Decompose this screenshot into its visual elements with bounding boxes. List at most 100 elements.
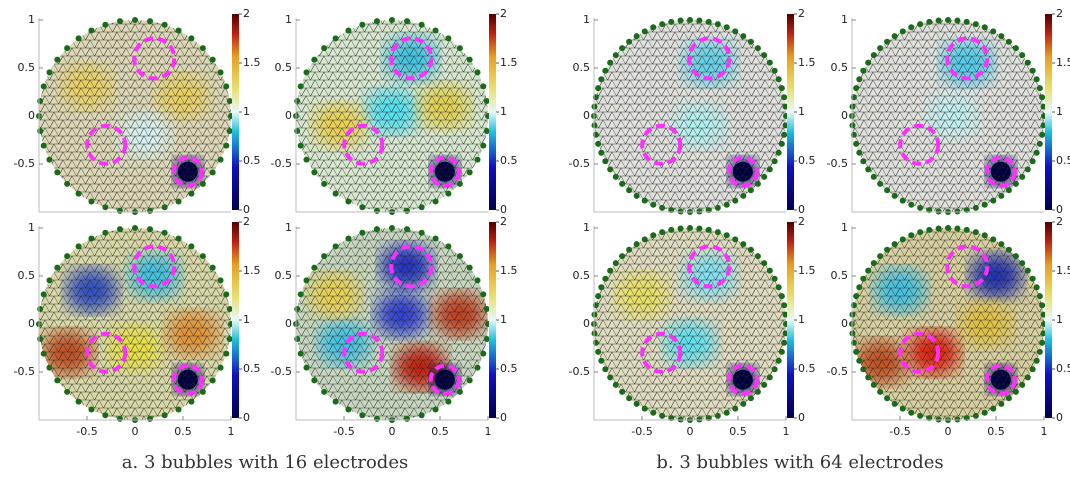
electrode [102, 229, 109, 236]
y-tick-label: -0.5 [14, 365, 35, 378]
electrode [884, 395, 891, 402]
true-boundary [898, 331, 941, 374]
electrode [775, 284, 782, 291]
electrode [311, 169, 318, 176]
electrode [54, 377, 61, 384]
electrode [64, 45, 71, 52]
colorbar-tick-label: 0 [1056, 411, 1063, 424]
subplot: -0.5 0 0.5 1 0 0.5 1 1.5 2 [271, 7, 518, 216]
electrode [659, 229, 666, 236]
electrode [926, 18, 933, 25]
electrode [480, 291, 487, 298]
electrode [612, 381, 619, 388]
electrode [332, 243, 339, 250]
colorbar-tick-label: 0.5 [500, 154, 518, 167]
colorbar-tick-label: 2 [798, 215, 805, 228]
x-tick-label: -0.5 [76, 425, 97, 438]
colorbar-tick-label: 0.5 [1056, 362, 1070, 375]
y-tick-label: 1 [285, 221, 292, 234]
electrode [981, 232, 988, 239]
electrode [714, 412, 721, 419]
electrode [754, 253, 761, 260]
electrode [972, 21, 979, 28]
y-tick-label: 1 [841, 13, 848, 26]
electrode [217, 156, 224, 163]
caption: a. 3 bubbles with 16 electrodes [122, 452, 408, 473]
electrode [954, 17, 961, 24]
electrode [359, 229, 366, 236]
electrode [332, 35, 339, 42]
electrode [1029, 366, 1036, 373]
true-boundary [171, 155, 204, 188]
electrode [209, 56, 216, 63]
electrode [188, 35, 195, 42]
electrode [990, 197, 997, 204]
electrode [311, 56, 318, 63]
electrode [445, 243, 452, 250]
electrode [778, 348, 785, 355]
electrode [747, 187, 754, 194]
electrode [359, 412, 366, 419]
electrode [945, 225, 951, 231]
electrode [626, 246, 633, 253]
electrode [209, 377, 216, 384]
electrode [650, 409, 657, 416]
y-tick-label: -0.5 [827, 157, 848, 170]
x-tick-label: -0.5 [889, 425, 910, 438]
electrode [64, 180, 71, 187]
electrode [474, 69, 481, 76]
electrode [963, 226, 970, 233]
true-boundary [85, 331, 128, 374]
electrode [998, 400, 1005, 407]
electrode [633, 33, 640, 40]
electrode [1029, 275, 1036, 282]
electrode [891, 33, 898, 40]
electrode [766, 267, 773, 274]
y-tick-label: -0.5 [569, 157, 590, 170]
electrode [877, 253, 884, 260]
electrode [474, 156, 481, 163]
y-tick-label: -0.5 [14, 157, 35, 170]
colorbar-tick-label: 2 [798, 7, 805, 20]
colorbar-tick-label: 2 [500, 215, 507, 228]
electrode [1012, 388, 1019, 395]
electrode [723, 232, 730, 239]
electrode [1033, 284, 1040, 291]
electrode [404, 415, 411, 422]
electrode [595, 293, 602, 300]
colorbar-tick-label: 1.5 [798, 264, 816, 277]
electrode [696, 17, 703, 24]
electrode [747, 395, 754, 402]
subplot: -0.5 0 0.5 1 0 0.5 1 1.5 2 [827, 7, 1070, 216]
electrode [311, 264, 318, 271]
electrode [908, 201, 915, 208]
electrode [456, 180, 463, 187]
electrode [75, 35, 82, 42]
y-tick-label: 0.5 [573, 61, 591, 74]
electrode [705, 226, 712, 233]
x-tick-label: 0 [687, 425, 694, 438]
x-tick-label: 1 [228, 425, 235, 438]
electrode [998, 241, 1005, 248]
electrode [1029, 158, 1036, 165]
electrode [1012, 45, 1019, 52]
electrode [483, 305, 490, 312]
x-tick-label: 0.5 [174, 425, 192, 438]
electrode [46, 156, 53, 163]
electrode [404, 226, 411, 233]
colorbar [489, 222, 496, 418]
electrode [321, 45, 328, 52]
electrode [175, 235, 182, 242]
electrode [981, 24, 988, 31]
electrode [633, 400, 640, 407]
electrode [147, 415, 154, 422]
electrode [161, 229, 168, 236]
electrode [466, 377, 473, 384]
true-boundary [428, 155, 461, 188]
electrode [217, 277, 224, 284]
electrode [1024, 267, 1031, 274]
colorbar-tick-label: 1.5 [798, 56, 816, 69]
electrode [332, 190, 339, 197]
electrode [917, 21, 924, 28]
